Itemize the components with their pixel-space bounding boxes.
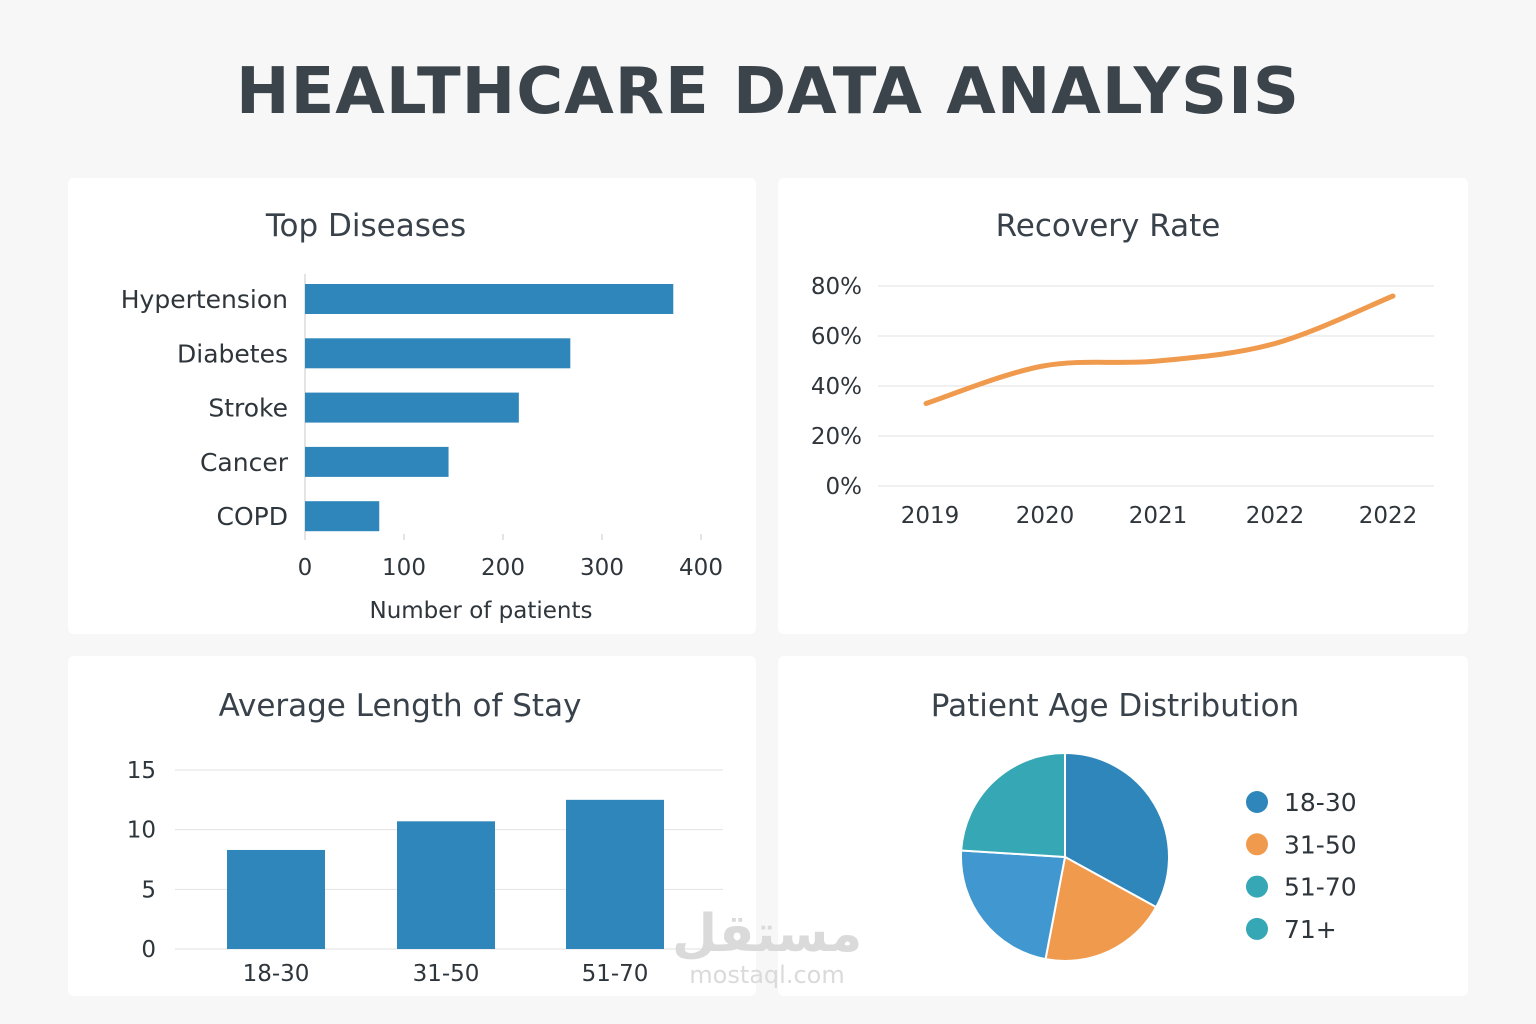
x-tick-label: 2020: [1016, 503, 1075, 529]
top-diseases-card: Top Diseases Hypertension Diabetes Stroke Ca…: [68, 178, 756, 634]
bar-31-50: [397, 821, 495, 949]
legend-swatch: [1246, 875, 1268, 898]
y-tick-label: 0: [141, 937, 156, 963]
category-label: Diabetes: [177, 339, 288, 368]
y-tick-label: 20%: [811, 424, 862, 450]
y-tick-label: 80%: [811, 274, 862, 300]
x-tick-label: 2019: [901, 503, 960, 529]
pie-slice-18-30: [1064, 751, 1170, 909]
pie-slice-51-70: [960, 849, 1067, 961]
category-label: Hypertension: [121, 285, 288, 314]
bar-diabetes: [305, 338, 571, 369]
pie-slice-71+: [960, 751, 1066, 859]
legend-swatch: [1246, 833, 1268, 856]
length-of-stay-card: Average Length of Stay 0 5 10 15 18-30 31-50 51…: [68, 656, 756, 996]
legend-label: 31-50: [1284, 830, 1357, 859]
bar-18-30: [227, 849, 325, 949]
y-tick-label: 5: [141, 877, 156, 903]
y-tick-label: 40%: [811, 374, 862, 400]
legend-swatch: [1246, 791, 1268, 813]
length-of-stay-chart: Average Length of Stay 0 5 10 15 18-30 31-50 51…: [127, 688, 723, 987]
x-axis-label: Number of patients: [369, 598, 592, 624]
watermark-arabic: مستقل: [672, 904, 863, 964]
bar-hypertension: [305, 284, 674, 314]
chart-title: Top Diseases: [265, 208, 466, 244]
bar-copd: [305, 501, 380, 532]
recovery-rate-line: [923, 293, 1396, 406]
x-tick-label: 2022: [1246, 503, 1305, 529]
chart-title: Patient Age Distribution: [931, 688, 1299, 724]
legend-swatch: [1246, 917, 1268, 940]
x-tick-label: 100: [382, 555, 426, 581]
bar-cancer: [305, 446, 449, 477]
y-tick-label: 15: [127, 758, 156, 784]
y-tick-label: 60%: [811, 324, 862, 350]
bar-stroke: [305, 392, 519, 423]
x-tick-label: 18-30: [243, 961, 310, 987]
top-diseases-chart: Top Diseases Hypertension Diabetes Stroke Ca…: [121, 208, 723, 624]
x-tick-label: 31-50: [413, 961, 480, 987]
chart-title: Recovery Rate: [996, 208, 1221, 244]
x-tick-label: 51-70: [582, 961, 649, 987]
legend-label: 71+: [1284, 915, 1337, 944]
bar-51-70: [566, 799, 664, 949]
category-label: Stroke: [208, 394, 288, 423]
age-distribution-card: Patient Age Distribution 18-30 31-50 51-70 7…: [778, 656, 1468, 996]
watermark: مستقل mostaql.com: [672, 906, 862, 988]
x-tick-label: 2021: [1129, 503, 1188, 529]
recovery-rate-card: Recovery Rate 0% 20% 40% 60% 80% 2019 2020 2021 2…: [778, 178, 1468, 634]
x-tick-label: 0: [298, 555, 313, 581]
x-tick-label: 300: [580, 555, 624, 581]
watermark-latin: mostaql.com: [689, 961, 845, 989]
age-distribution-chart: Patient Age Distribution 18-30 31-50 51-70 7…: [931, 688, 1357, 962]
category-label: Cancer: [200, 448, 289, 477]
x-tick-label: 2022: [1359, 503, 1418, 529]
category-label: COPD: [217, 502, 288, 531]
recovery-rate-chart: Recovery Rate 0% 20% 40% 60% 80% 2019 2020 2021 2…: [811, 208, 1434, 529]
legend-label: 51-70: [1284, 873, 1357, 902]
y-tick-label: 10: [127, 818, 156, 844]
x-tick-label: 200: [481, 555, 525, 581]
legend-label: 18-30: [1284, 788, 1357, 817]
x-tick-label: 400: [679, 555, 723, 581]
pie-slice-31-50: [1044, 855, 1158, 962]
chart-title: Average Length of Stay: [219, 688, 582, 724]
y-tick-label: 0%: [826, 474, 863, 500]
page-title: HEALTHCARE DATA ANALYSIS: [236, 55, 1300, 129]
